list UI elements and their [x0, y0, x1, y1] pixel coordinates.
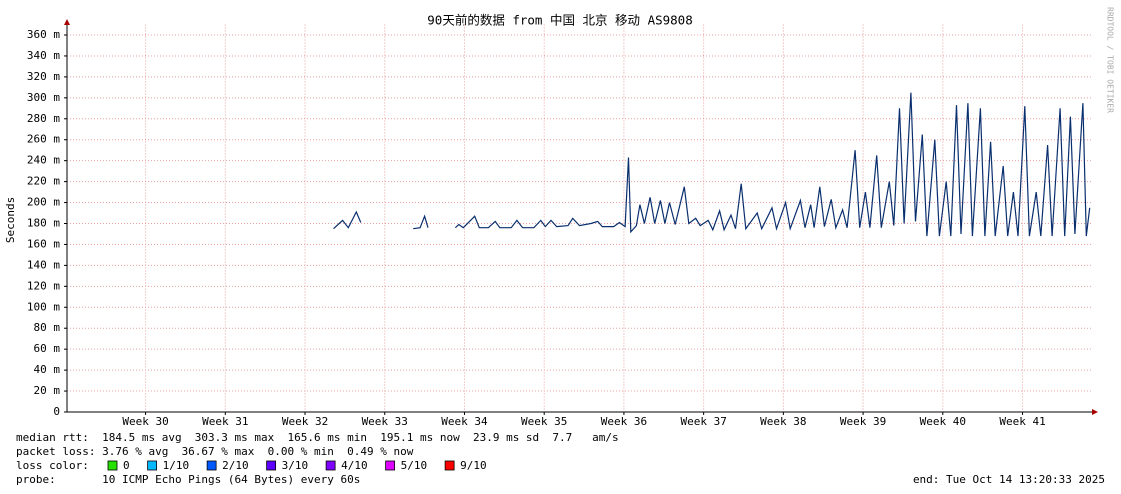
legend-label: 2/10	[222, 459, 249, 472]
y-tick-label: 60 m	[34, 342, 61, 355]
x-tick-label: Week 41	[999, 415, 1045, 428]
x-tick-label: Week 32	[282, 415, 328, 428]
y-axis-label: Seconds	[4, 197, 17, 243]
y-tick-label: 120 m	[27, 279, 60, 292]
x-tick-label: Week 36	[601, 415, 647, 428]
stats-line: packet loss: 3.76 % avg 36.67 % max 0.00…	[16, 445, 414, 458]
y-tick-label: 200 m	[27, 196, 60, 209]
y-tick-label: 220 m	[27, 175, 60, 188]
y-tick-label: 180 m	[27, 217, 60, 230]
legend-swatch	[444, 460, 455, 471]
x-tick-label: Week 30	[122, 415, 168, 428]
x-tick-label: Week 31	[202, 415, 248, 428]
stats-line: median rtt: 184.5 ms avg 303.3 ms max 16…	[16, 431, 619, 444]
x-tick-label: Week 38	[760, 415, 806, 428]
x-arrow	[1092, 409, 1098, 415]
legend-label: 0	[123, 459, 130, 472]
legend-label: 3/10	[282, 459, 309, 472]
y-tick-label: 40 m	[34, 363, 61, 376]
y-tick-label: 160 m	[27, 237, 60, 250]
probe: probe: 10 ICMP Echo Pings (64 Bytes) eve…	[16, 473, 360, 486]
loss-label: loss color:	[16, 459, 89, 472]
legend-swatch	[266, 460, 277, 471]
x-tick-label: Week 40	[920, 415, 966, 428]
end-time: end: Tue Oct 14 13:20:33 2025	[913, 473, 1105, 486]
x-tick-label: Week 34	[441, 415, 488, 428]
legend-label: 1/10	[163, 459, 190, 472]
y-tick-label: 80 m	[34, 321, 61, 334]
y-tick-label: 20 m	[34, 384, 61, 397]
legend: 0 1/10 2/10 3/10 4/10 5/10 9/10	[107, 459, 487, 472]
legend-label: 5/10	[401, 459, 428, 472]
chart-title: 90天前的数据 from 中国 北京 移动 AS9808	[427, 13, 692, 28]
legend-swatch	[206, 460, 217, 471]
y-tick-label: 320 m	[27, 70, 60, 83]
y-tick-label: 0	[53, 405, 60, 418]
y-tick-label: 280 m	[27, 112, 60, 125]
y-arrow	[64, 19, 70, 25]
legend-label: 4/10	[341, 459, 368, 472]
y-tick-label: 260 m	[27, 133, 60, 146]
x-tick-label: Week 33	[362, 415, 408, 428]
legend-swatch	[325, 460, 336, 471]
x-tick-label: Week 35	[521, 415, 567, 428]
legend-swatch	[385, 460, 396, 471]
x-tick-label: Week 39	[840, 415, 886, 428]
grid: 0 20 m 40 m 60 m 80 m 100 m 120 m 140 m 160 m 180…	[27, 24, 1092, 428]
plot	[333, 92, 1091, 237]
y-tick-label: 240 m	[27, 154, 60, 167]
legend-label: 9/10	[460, 459, 487, 472]
x-tick-label: Week 37	[680, 415, 726, 428]
series-line	[333, 92, 1091, 237]
legend-swatch	[107, 460, 118, 471]
y-tick-label: 140 m	[27, 258, 60, 271]
watermark: RRDTOOL / TOBI OETIKER	[1106, 7, 1115, 113]
y-tick-label: 300 m	[27, 91, 60, 104]
y-tick-label: 360 m	[27, 28, 60, 41]
legend-swatch	[147, 460, 158, 471]
y-tick-label: 340 m	[27, 49, 60, 62]
y-tick-label: 100 m	[27, 300, 60, 313]
